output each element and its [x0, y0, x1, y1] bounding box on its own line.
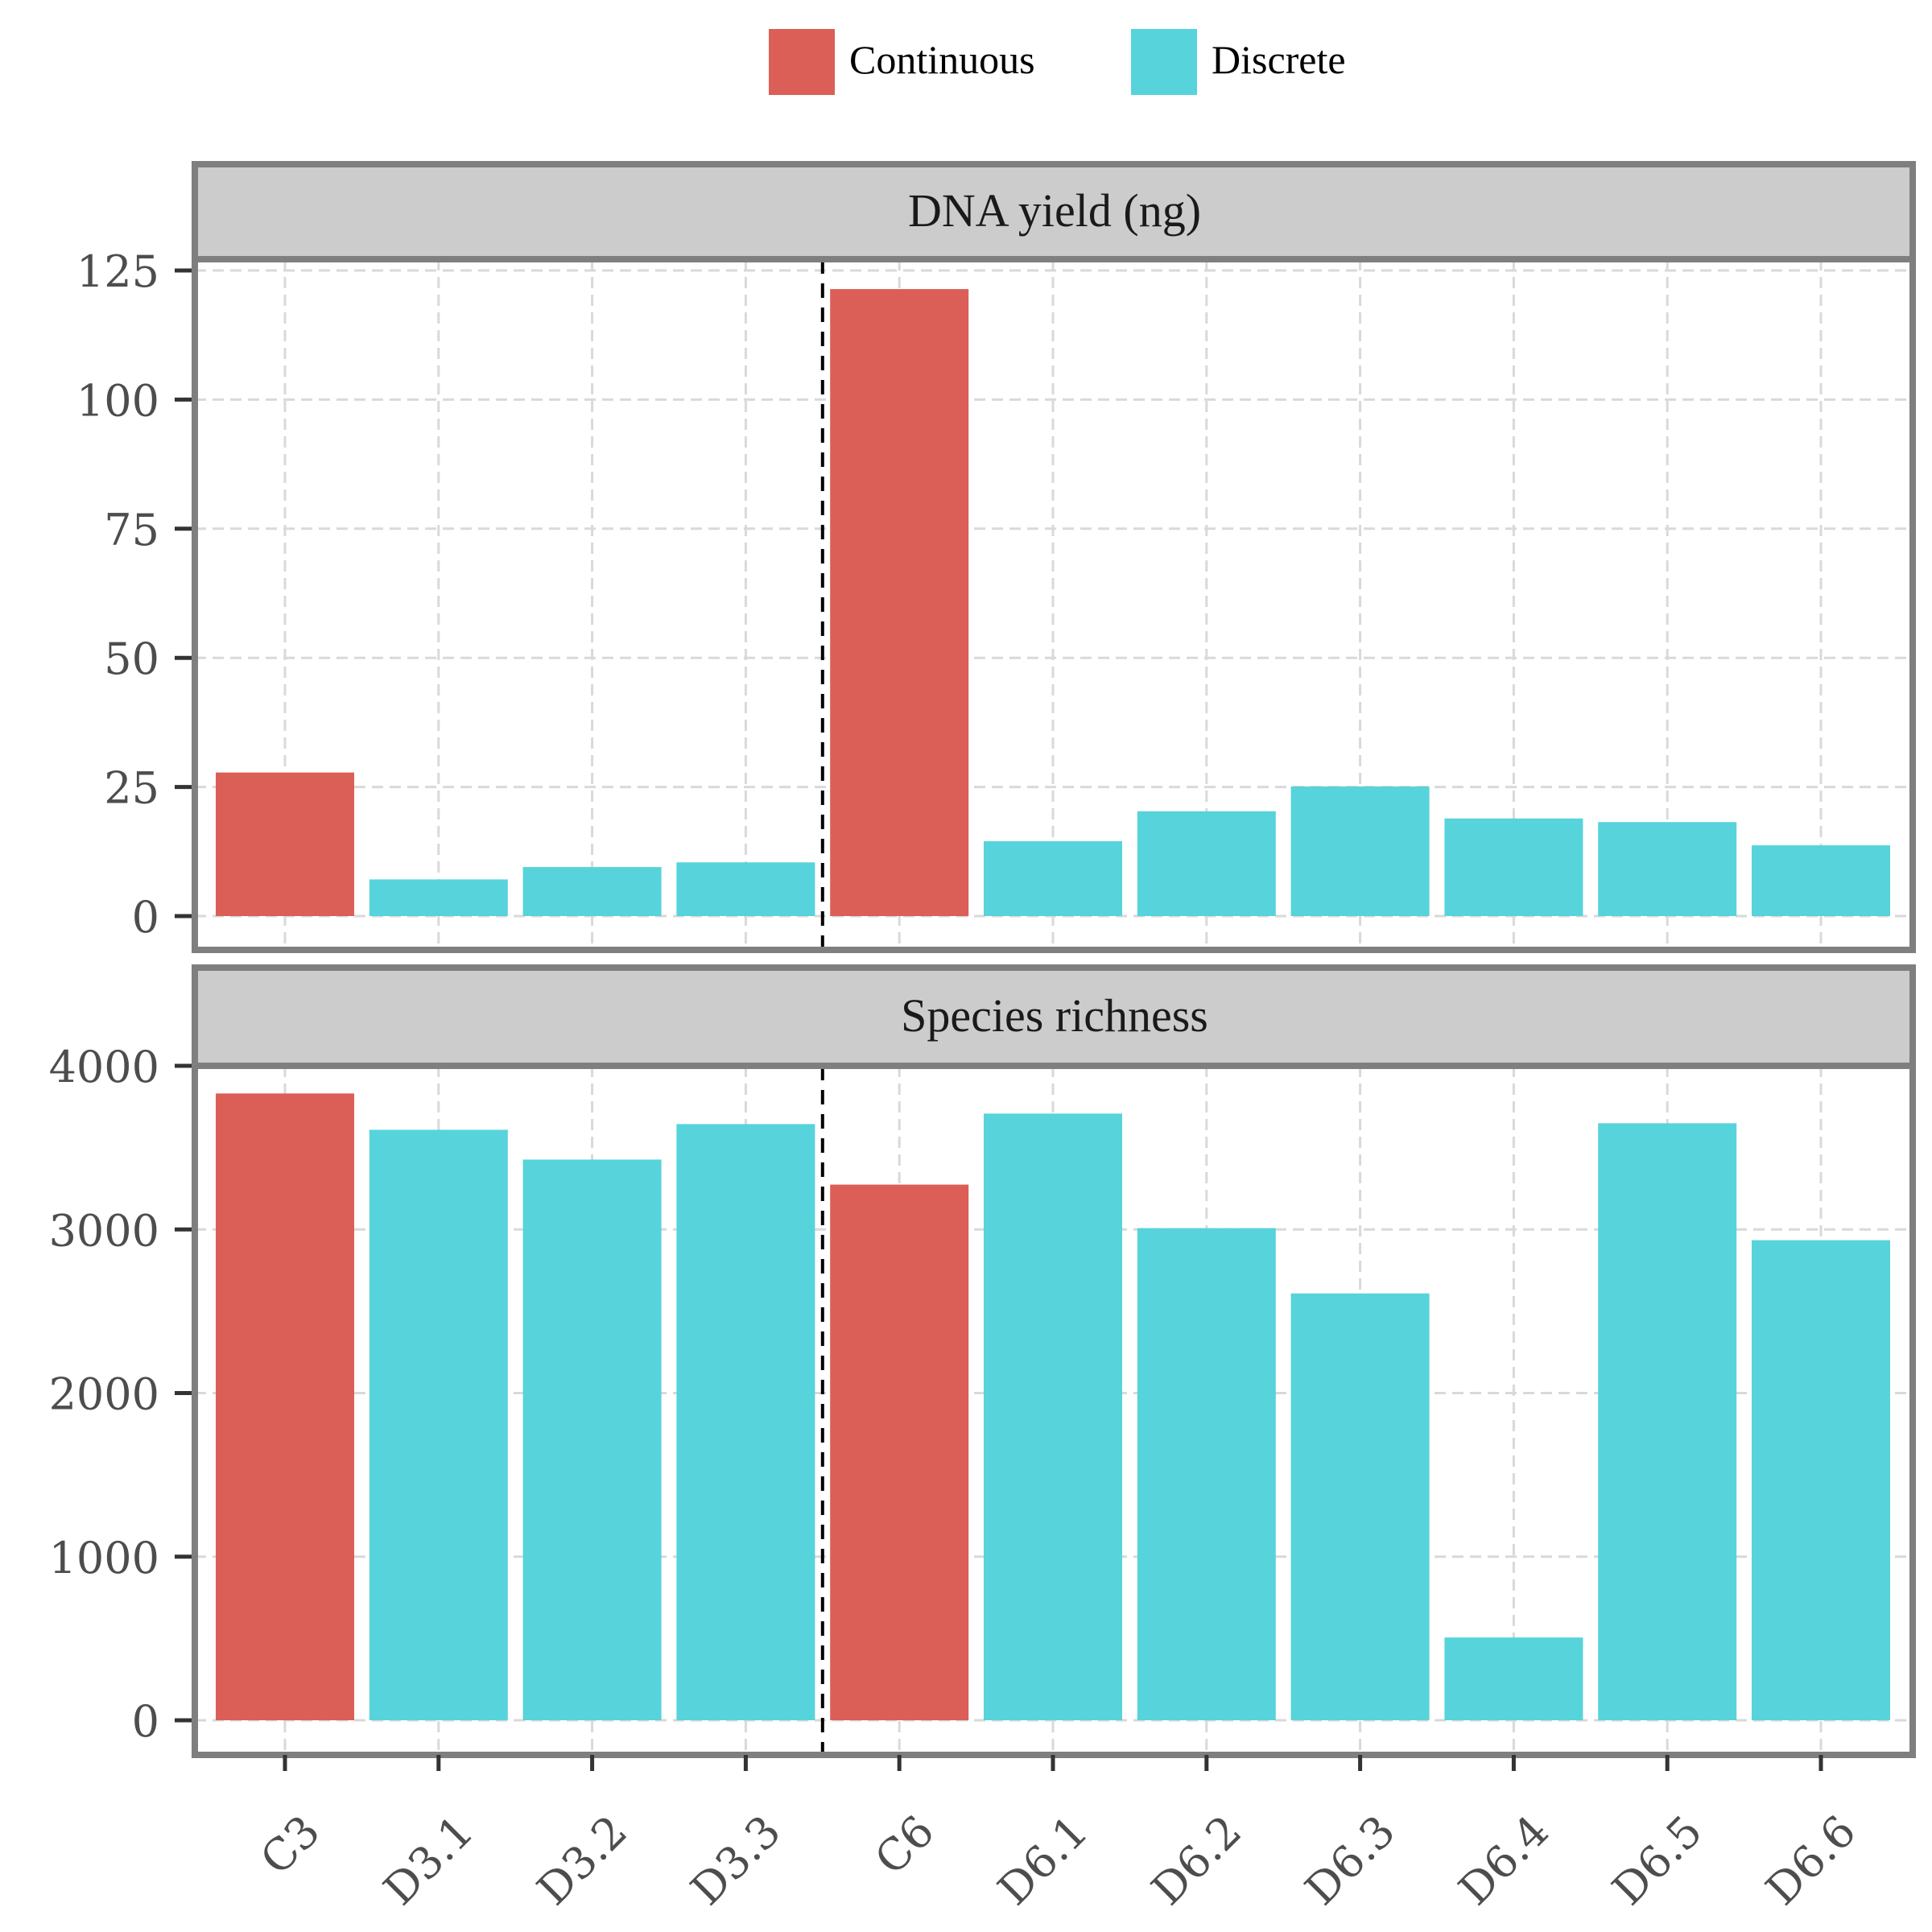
legend-item-continuous: Continuous: [769, 29, 1035, 95]
bar-c3: [216, 772, 354, 916]
bar-d6-3: [1290, 1293, 1430, 1720]
bar-d6-1: [984, 1113, 1122, 1720]
y-tick-label: 3000: [49, 1205, 159, 1256]
legend-label-continuous: Continuous: [849, 37, 1035, 82]
x-tick-label-d3-2: D3.2: [527, 1806, 637, 1915]
y-tick-label: 50: [104, 634, 159, 684]
y-tick-label: 100: [76, 375, 159, 426]
legend-swatch-continuous: [769, 29, 835, 95]
bar-d6-2: [1137, 811, 1276, 916]
bar-d3-3: [676, 1124, 815, 1720]
y-tick-label: 4000: [49, 1042, 159, 1092]
x-tick-label-d6-2: D6.2: [1141, 1806, 1251, 1915]
bar-d3-1: [369, 879, 508, 916]
y-tick-label: 25: [104, 763, 159, 814]
x-tick-label-d6-3: D6.3: [1295, 1806, 1405, 1915]
bar-d6-2: [1137, 1228, 1276, 1720]
bar-d3-3: [676, 862, 815, 916]
x-axis: C3 D3.1 D3.2 D3.3 C6 D6.1 D6.2 D6.3 D6.4 D6.5 D6.6: [250, 1755, 1865, 1915]
panel-title: DNA yield (ng): [908, 184, 1201, 237]
legend-swatch-discrete: [1131, 29, 1197, 95]
legend: Continuous Discrete: [769, 29, 1346, 95]
panel-title: Species richness: [901, 989, 1208, 1042]
bar-d6-5: [1598, 1123, 1737, 1720]
strip-background: [195, 164, 1913, 259]
bar-d3-1: [369, 1129, 508, 1720]
legend-label-discrete: Discrete: [1212, 37, 1346, 82]
panel-border: [192, 161, 1916, 953]
x-tick-label-c6: C6: [865, 1806, 944, 1885]
bar-d3-2: [522, 1159, 662, 1720]
y-tick-label: 0: [132, 892, 159, 943]
legend-item-discrete: Discrete: [1131, 29, 1346, 95]
x-tick-label-d6-1: D6.1: [989, 1806, 1098, 1915]
x-tick-label-c3: C3: [250, 1806, 329, 1885]
x-tick-label-d3-1: D3.1: [374, 1806, 483, 1915]
bar-d6-6: [1752, 845, 1890, 916]
bar-d6-3: [1290, 786, 1430, 916]
x-tick-label-d6-4: D6.4: [1449, 1806, 1558, 1915]
panels: DNA yield (ng) 0 25 50 75 100 125 Species richn…: [49, 161, 1916, 1758]
panel-species-richness: Species richness 0 1000 2000 3000 4000: [49, 964, 1916, 1758]
bar-c6: [830, 289, 969, 916]
bar-d3-2: [522, 867, 662, 916]
bar-d6-1: [984, 840, 1122, 916]
y-tick-label: 75: [104, 505, 159, 555]
y-tick-label: 0: [132, 1696, 159, 1747]
y-tick-label: 125: [76, 246, 159, 297]
y-tick-label: 1000: [49, 1533, 159, 1583]
bar-c6: [830, 1184, 969, 1720]
bar-d6-4: [1444, 818, 1583, 916]
bar-d6-4: [1444, 1637, 1583, 1720]
x-tick-label-d3-3: D3.3: [681, 1806, 791, 1915]
panel-dna-yield: DNA yield (ng) 0 25 50 75 100 125: [76, 161, 1916, 953]
bar-c3: [216, 1093, 354, 1720]
x-tick-label-d6-6: D6.6: [1757, 1806, 1866, 1915]
strip-background: [195, 968, 1913, 1066]
bar-d6-5: [1598, 822, 1737, 916]
x-tick-label-d6-5: D6.5: [1603, 1806, 1712, 1915]
bar-d6-6: [1752, 1240, 1890, 1720]
y-tick-label: 2000: [49, 1369, 159, 1420]
